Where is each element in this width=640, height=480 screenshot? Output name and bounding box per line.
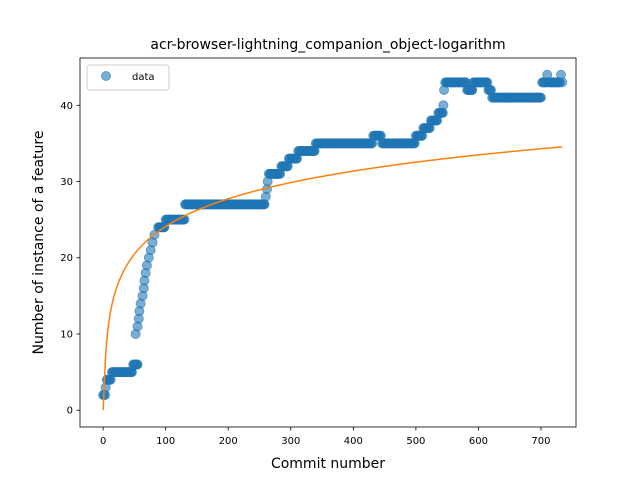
legend: data [87, 65, 169, 90]
plot-area [99, 70, 567, 410]
data-point-37 [133, 360, 142, 369]
x-tick-label-0: 0 [100, 436, 106, 447]
legend-label-data: data [132, 72, 155, 83]
y-tick-label-0: 0 [67, 406, 73, 417]
x-tick-label-100: 100 [156, 436, 175, 447]
y-tick-label-30: 30 [60, 177, 73, 188]
data-point-481 [558, 78, 567, 87]
x-tick-label-500: 500 [406, 436, 425, 447]
x-tick-label-400: 400 [344, 436, 363, 447]
x-tick-label-700: 700 [531, 436, 550, 447]
y-axis: 0 10 20 30 40 [60, 101, 80, 417]
y-axis-label: Number of instance of a feature [31, 131, 47, 355]
x-tick-label-300: 300 [281, 436, 300, 447]
chart-title: acr-browser-lightning_companion_object-l… [150, 37, 505, 53]
legend-box [87, 65, 169, 90]
data-point-460 [536, 93, 545, 102]
y-tick-label-20: 20 [60, 253, 73, 264]
x-tick-label-600: 600 [469, 436, 488, 447]
x-axis-label: Commit number [271, 456, 385, 472]
x-axis: 0 100 200 300 400 500 600 700 [100, 427, 551, 447]
x-tick-label-200: 200 [219, 436, 238, 447]
legend-marker-data [102, 72, 111, 81]
data-point-356 [439, 101, 448, 110]
y-tick-label-10: 10 [60, 329, 73, 340]
fit-line [103, 147, 562, 410]
y-tick-label-40: 40 [60, 101, 73, 112]
